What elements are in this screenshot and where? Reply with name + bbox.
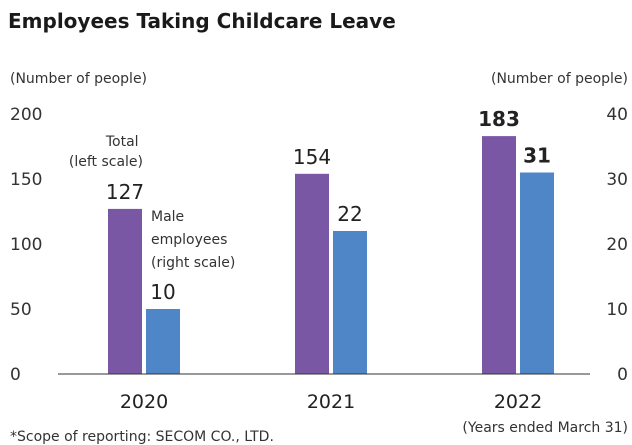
bar-total <box>108 208 142 374</box>
value-label-total: 127 <box>106 180 144 204</box>
right-tick-label: 20 <box>606 235 628 255</box>
value-label-total: 154 <box>293 145 331 169</box>
chart-title: Employees Taking Childcare Leave <box>8 9 396 33</box>
bar-total <box>482 136 516 374</box>
male-annotation-line-2: employees <box>151 232 227 248</box>
right-tick-label: 10 <box>606 300 628 320</box>
right-tick-label: 0 <box>617 365 628 385</box>
left-axis-ticks: 200 150 100 50 0 <box>10 105 42 385</box>
bar-total <box>295 173 329 374</box>
total-annotation-line-2: (left scale) <box>69 154 143 170</box>
total-annotation-line-1: Total <box>105 134 139 150</box>
bar-male <box>146 309 180 374</box>
right-tick-label: 40 <box>606 105 628 125</box>
left-axis-unit: (Number of people) <box>10 71 147 87</box>
category-label: 2022 <box>494 391 542 413</box>
left-tick-label: 0 <box>10 365 21 385</box>
fiscal-year-note: (Years ended March 31) <box>462 420 628 436</box>
value-label-male: 31 <box>523 144 551 168</box>
bar-male <box>520 172 554 374</box>
male-annotation-line-3: (right scale) <box>151 255 235 271</box>
left-tick-label: 50 <box>10 300 32 320</box>
value-label-male: 10 <box>150 280 175 304</box>
right-axis-unit: (Number of people) <box>491 71 628 87</box>
bars <box>108 136 554 374</box>
male-annotation: Male employees (right scale) <box>151 209 235 271</box>
male-annotation-line-1: Male <box>151 209 184 225</box>
scope-footnote: *Scope of reporting: SECOM CO., LTD. <box>10 429 274 445</box>
left-tick-label: 100 <box>10 235 42 255</box>
value-label-total: 183 <box>478 107 520 131</box>
category-label: 2020 <box>120 391 168 413</box>
category-label: 2021 <box>307 391 355 413</box>
category-labels: 2020 2021 2022 <box>120 391 542 413</box>
value-label-male: 22 <box>337 202 362 226</box>
total-annotation: Total (left scale) <box>69 134 143 170</box>
left-tick-label: 150 <box>10 170 42 190</box>
bar-male <box>333 231 367 374</box>
right-axis-ticks: 40 30 20 10 0 <box>606 105 628 385</box>
left-tick-label: 200 <box>10 105 42 125</box>
right-tick-label: 30 <box>606 170 628 190</box>
